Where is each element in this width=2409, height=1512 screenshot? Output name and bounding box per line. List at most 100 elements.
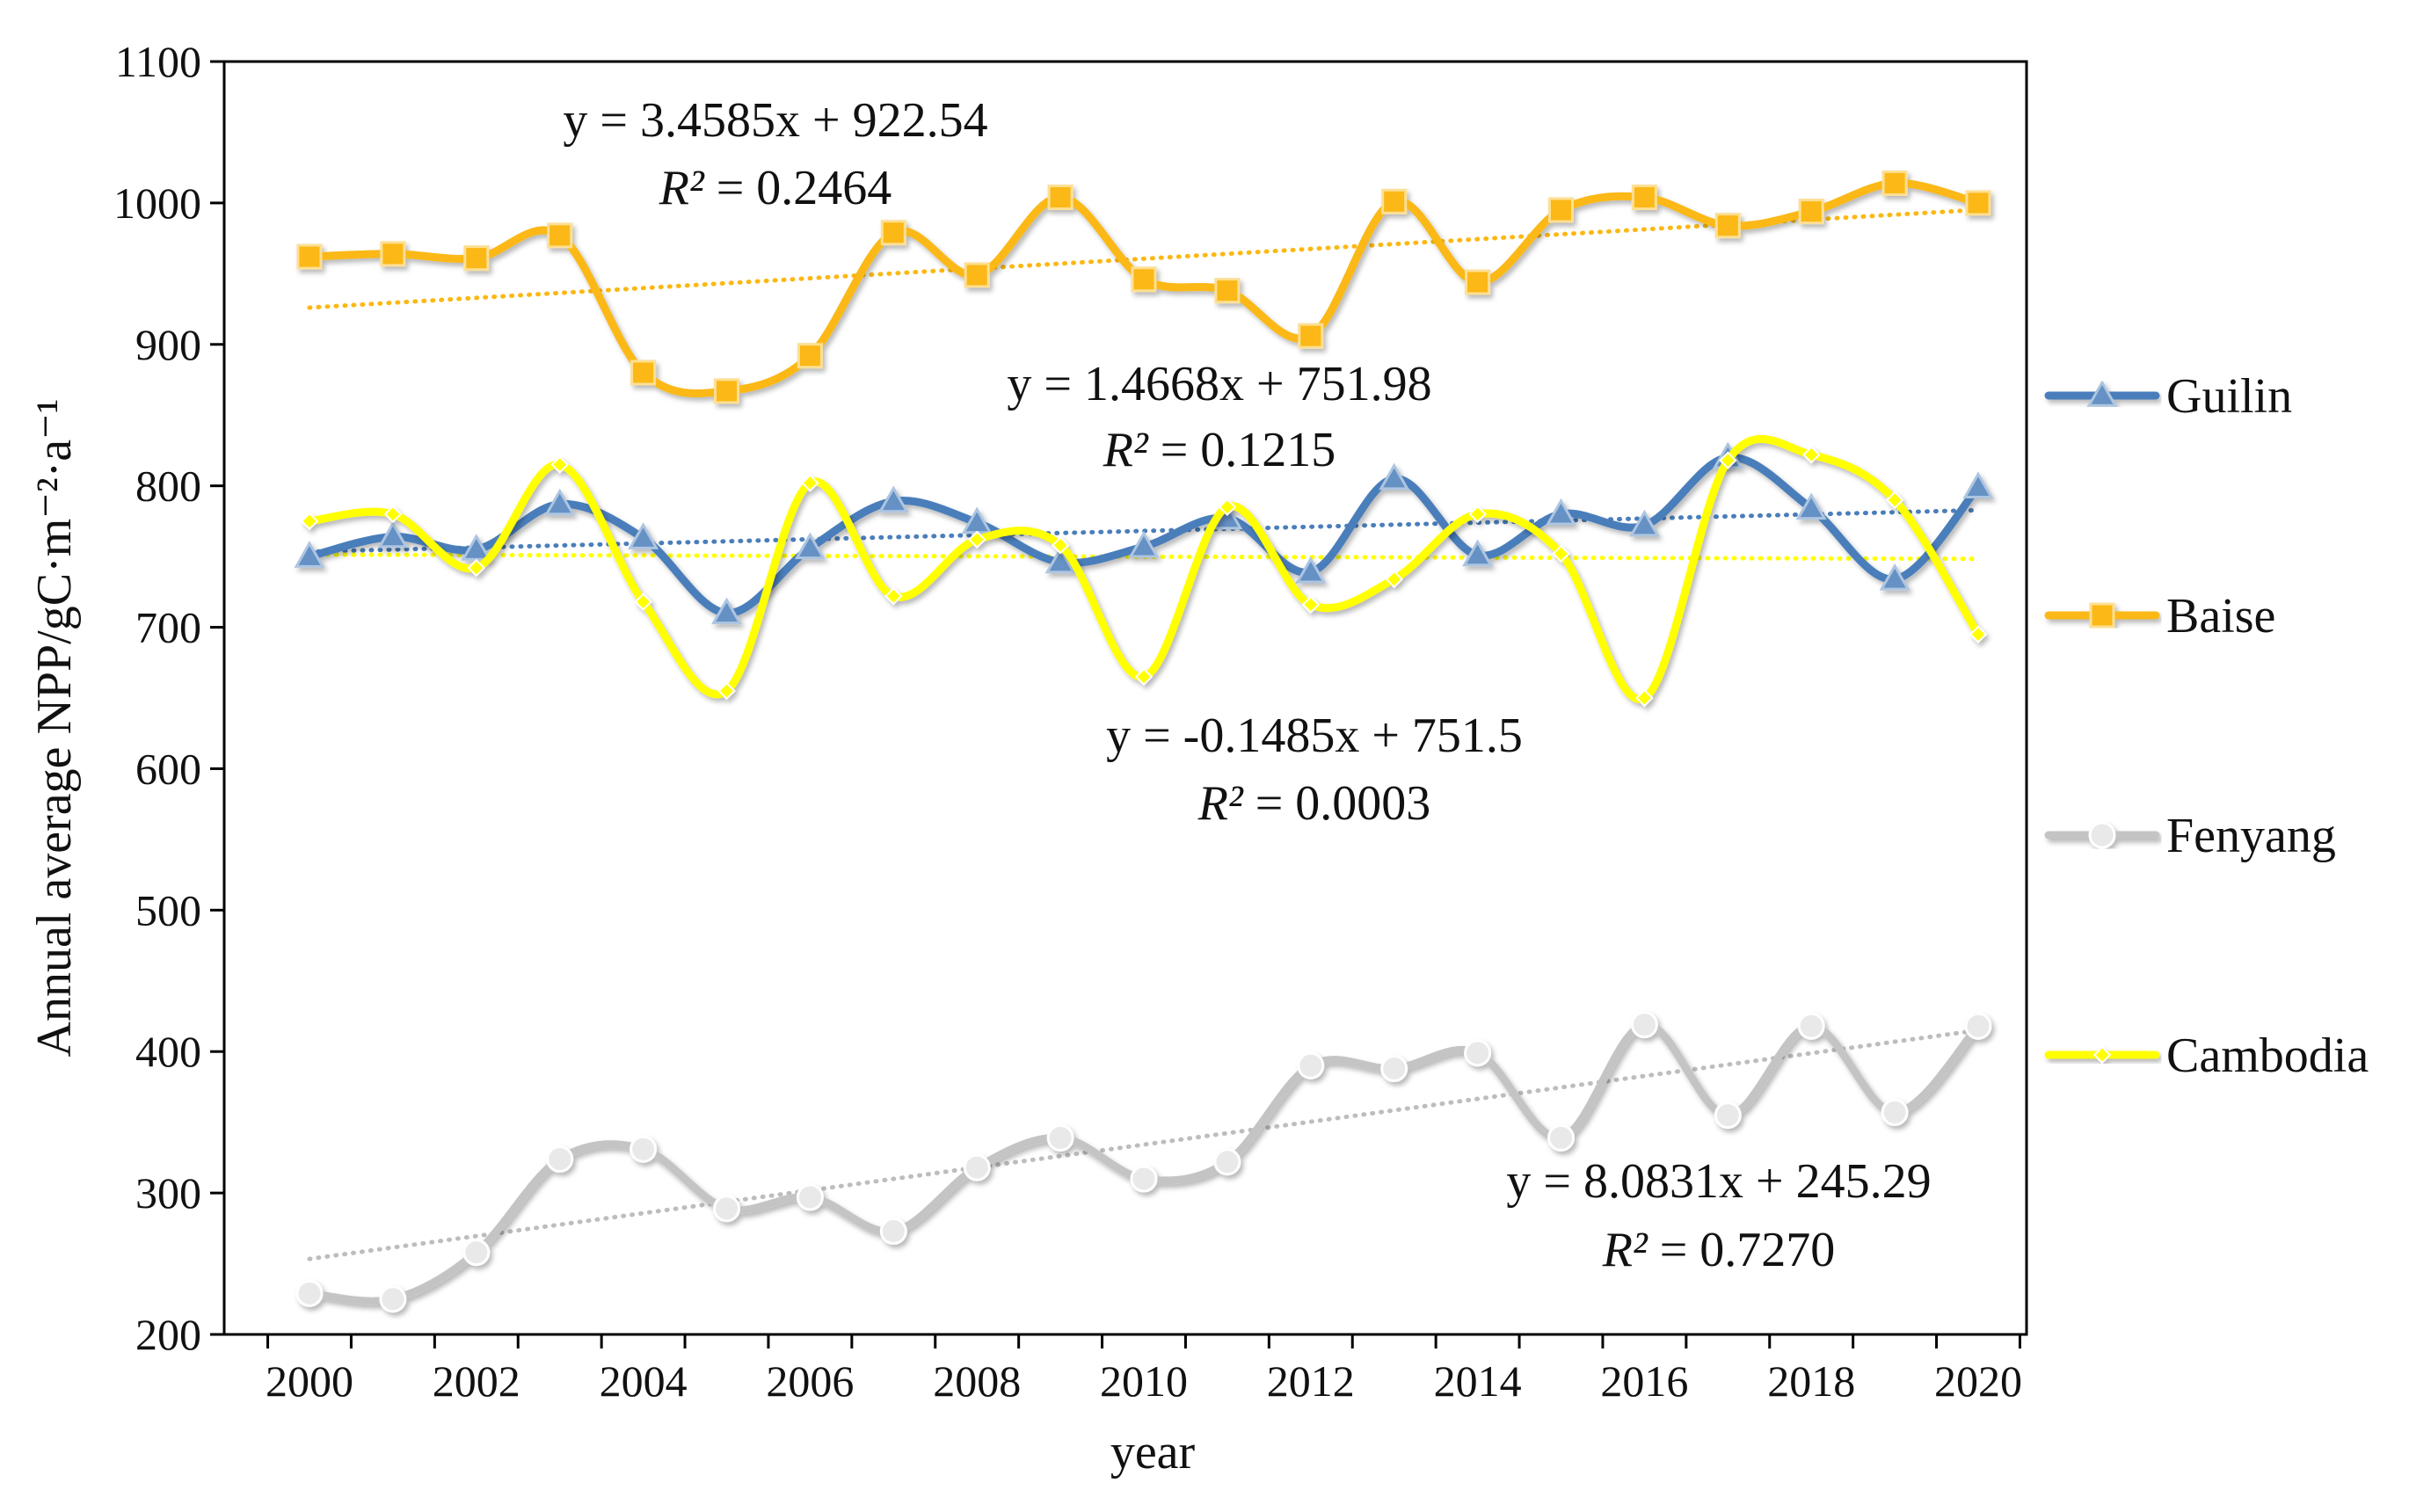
- baise-r2-value: = 0.2464: [704, 161, 892, 215]
- baise-data-point: [880, 220, 906, 246]
- y-tick-label: 1000: [113, 178, 201, 228]
- guilin-data-point: [544, 488, 576, 516]
- baise-data-point: [630, 360, 657, 386]
- x-tick-label: 2006: [766, 1356, 854, 1406]
- cambodia-data-point: [884, 586, 903, 606]
- guilin-data-point: [877, 485, 909, 513]
- fenyang-data-point: [713, 1195, 740, 1223]
- cambodia-data-point: [550, 455, 569, 474]
- legend: Guilin Baise Fenyang Cambodia: [2044, 369, 2369, 1083]
- legend-item-baise: [2044, 602, 2160, 629]
- legend-item-fenyang: [2044, 821, 2160, 849]
- baise-data-point: [714, 378, 739, 404]
- fenyang-data-point: [630, 1135, 658, 1163]
- baise-data-point: [380, 241, 406, 267]
- guilin-r2-value: = 0.1215: [1148, 423, 1336, 477]
- x-tick-label: 2000: [266, 1356, 353, 1406]
- legend-item-guilin: [2044, 380, 2160, 407]
- y-tick-label: 500: [135, 885, 201, 934]
- legend-label: Guilin: [2166, 369, 2292, 424]
- guilin-r-squared: R² = 0.1215: [1103, 423, 1336, 477]
- legend-swatch-marker: [2086, 380, 2118, 407]
- x-tick-label: 2016: [1600, 1356, 1688, 1406]
- fenyang-data-point: [963, 1153, 991, 1181]
- fenyang-series: [295, 1011, 1992, 1313]
- fenyang-data-point: [462, 1239, 491, 1267]
- y-tick-label: 900: [135, 320, 201, 369]
- cambodia-r2-value: = 0.0003: [1243, 776, 1431, 831]
- x-tick-label: 2004: [600, 1356, 688, 1406]
- y-tick-label: 700: [135, 603, 201, 652]
- cambodia-data-point: [1218, 498, 1237, 517]
- legend-label: Baise: [2166, 589, 2275, 643]
- baise-data-point: [797, 343, 823, 369]
- cambodia-data-point: [1885, 491, 1904, 509]
- baise-data-point: [1214, 278, 1241, 304]
- cambodia-data-point: [1385, 570, 1403, 589]
- fenyang-data-point: [1630, 1011, 1658, 1039]
- baise-data-point: [1631, 184, 1657, 210]
- baise-data-point: [296, 244, 323, 270]
- baise-data-point: [1798, 199, 1824, 225]
- fenyang-data-point: [295, 1279, 324, 1307]
- guilin-data-point: [1128, 530, 1160, 558]
- fenyang-data-point: [1964, 1012, 1992, 1040]
- cambodia-data-point: [467, 558, 486, 578]
- guilin-data-point: [1628, 509, 1660, 537]
- guilin-data-point: [1795, 492, 1827, 520]
- fenyang-trend-line: [307, 1028, 1981, 1261]
- fenyang-data-point: [879, 1218, 907, 1246]
- guilin-data-point: [710, 597, 743, 625]
- fenyang-data-point: [546, 1145, 574, 1173]
- baise-trend-equation: y = 3.4585x + 922.54: [563, 93, 987, 148]
- cambodia-data-point: [717, 681, 736, 701]
- y-axis-ticks: 200 300 400 500 600 700 800 900 1000 1100: [113, 37, 224, 1359]
- cambodia-data-point: [801, 474, 819, 492]
- baise-r2-label: R²: [659, 161, 705, 215]
- baise-data-point: [1298, 323, 1324, 349]
- baise-trend-line: [307, 207, 1981, 310]
- baise-series: [296, 170, 1991, 404]
- y-tick-label: 800: [135, 462, 201, 511]
- x-tick-label: 2012: [1267, 1356, 1355, 1406]
- fenyang-data-point: [1297, 1051, 1325, 1079]
- baise-data-point: [1465, 269, 1491, 295]
- guilin-data-point: [1545, 498, 1577, 526]
- legend-label: Cambodia: [2166, 1029, 2369, 1083]
- guilin-trend-equation: y = 1.4668x + 751.98: [1007, 357, 1431, 411]
- legend-swatch-marker: [2089, 602, 2115, 629]
- fenyang-r2-value: = 0.7270: [1648, 1223, 1836, 1277]
- baise-data-point: [1881, 170, 1908, 196]
- trend-equations: y = 3.4585x + 922.54 R² = 0.2464 y = 1.4…: [563, 93, 1931, 1277]
- baise-r-squared: R² = 0.2464: [659, 161, 892, 215]
- legend-swatch-marker: [2092, 1045, 2112, 1065]
- fenyang-data-point: [379, 1285, 407, 1313]
- x-tick-label: 2018: [1767, 1356, 1855, 1406]
- baise-data-point: [1548, 197, 1574, 223]
- guilin-data-point: [1462, 539, 1494, 567]
- cambodia-data-point: [1969, 625, 1988, 643]
- fenyang-trend-equation: y = 8.0831x + 245.29: [1506, 1154, 1931, 1209]
- y-tick-label: 200: [135, 1310, 201, 1359]
- cambodia-data-point: [1051, 536, 1070, 555]
- fenyang-data-point: [1797, 1012, 1825, 1040]
- guilin-series: [294, 441, 1994, 625]
- fenyang-r2-label: R²: [1602, 1223, 1648, 1277]
- y-tick-label: 300: [135, 1168, 201, 1218]
- baise-data-point: [1965, 190, 1991, 216]
- cambodia-data-point: [1552, 544, 1570, 563]
- cambodia-r2-label: R²: [1197, 776, 1244, 831]
- x-tick-label: 2002: [433, 1356, 520, 1406]
- guilin-r2-label: R²: [1103, 423, 1149, 477]
- cambodia-data-point: [967, 530, 986, 549]
- baise-data-point: [1047, 184, 1073, 210]
- baise-data-point: [1714, 213, 1741, 239]
- cambodia-r-squared: R² = 0.0003: [1197, 776, 1431, 831]
- cambodia-data-point: [383, 505, 403, 524]
- cambodia-trend-equation: y = -0.1485x + 751.5: [1106, 709, 1523, 763]
- guilin-data-point: [294, 541, 325, 568]
- fenyang-data-point: [1046, 1123, 1074, 1152]
- guilin-trend-annotation: y = 1.4668x + 751.98 R² = 0.1215: [1007, 357, 1431, 477]
- baise-data-point: [1381, 188, 1408, 214]
